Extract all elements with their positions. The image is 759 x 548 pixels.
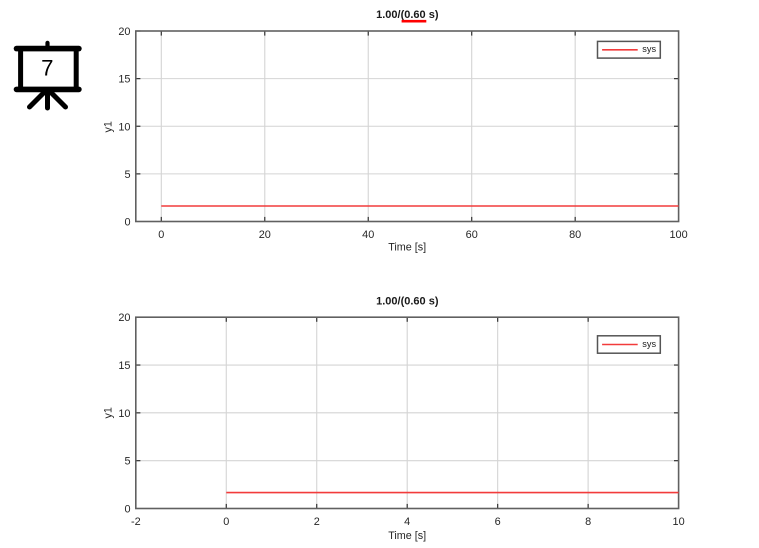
- svg-text:sys: sys: [642, 44, 656, 54]
- svg-text:6: 6: [495, 516, 501, 528]
- svg-text:5: 5: [124, 169, 130, 181]
- svg-text:-2: -2: [131, 516, 141, 528]
- svg-text:Time [s]: Time [s]: [388, 530, 426, 542]
- svg-text:100: 100: [670, 229, 688, 241]
- svg-text:80: 80: [569, 229, 581, 241]
- svg-text:10: 10: [673, 516, 685, 528]
- svg-text:10: 10: [118, 121, 130, 133]
- svg-text:20: 20: [118, 26, 130, 38]
- svg-text:40: 40: [362, 229, 374, 241]
- svg-text:7: 7: [41, 55, 53, 80]
- svg-text:1.00/(0.60 s): 1.00/(0.60 s): [376, 9, 439, 21]
- svg-text:sys: sys: [642, 339, 656, 349]
- svg-text:20: 20: [259, 229, 271, 241]
- svg-text:8: 8: [585, 516, 591, 528]
- svg-text:Time [s]: Time [s]: [388, 242, 426, 254]
- svg-text:60: 60: [466, 229, 478, 241]
- svg-text:15: 15: [118, 74, 130, 86]
- svg-text:4: 4: [404, 516, 410, 528]
- svg-text:0: 0: [223, 516, 229, 528]
- svg-text:15: 15: [118, 360, 130, 372]
- svg-text:0: 0: [124, 504, 130, 516]
- svg-text:y1: y1: [102, 407, 114, 418]
- svg-text:5: 5: [124, 456, 130, 468]
- svg-text:1.00/(0.60 s): 1.00/(0.60 s): [376, 295, 439, 307]
- svg-text:y1: y1: [102, 121, 114, 132]
- svg-text:10: 10: [118, 408, 130, 420]
- svg-text:0: 0: [158, 229, 164, 241]
- svg-text:0: 0: [124, 217, 130, 229]
- svg-text:20: 20: [118, 312, 130, 324]
- svg-text:2: 2: [314, 516, 320, 528]
